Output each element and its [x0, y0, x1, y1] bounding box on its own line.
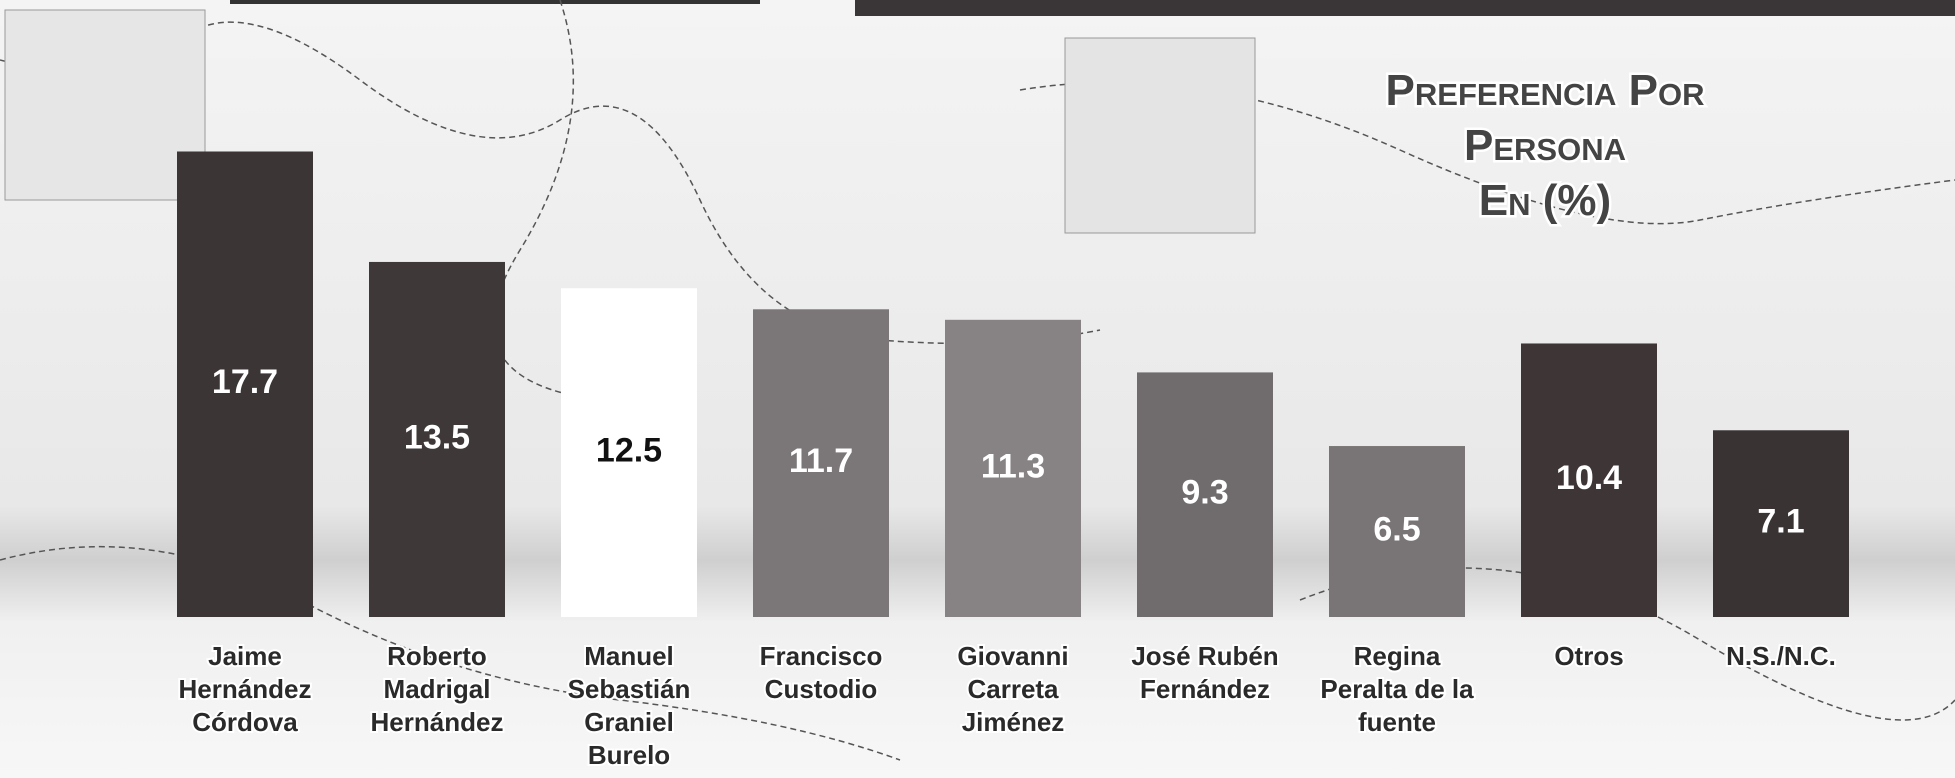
value-label: 12.5 — [596, 432, 662, 470]
chart-title: Preferencia Por — [1386, 66, 1705, 115]
bar — [177, 151, 313, 618]
value-label: 7.1 — [1757, 503, 1804, 541]
value-label: 11.3 — [981, 447, 1045, 485]
x-tick-label: Fernández — [1140, 674, 1270, 704]
bar — [753, 309, 889, 617]
bar — [369, 261, 505, 617]
bar — [945, 319, 1081, 617]
x-tick-label: Sebastián — [568, 674, 691, 704]
x-tick-label: Burelo — [588, 740, 670, 770]
x-tick-label: Córdova — [192, 707, 298, 737]
bar — [561, 288, 697, 617]
x-tick-label: Hernández — [179, 674, 312, 704]
x-tick-label: Custodio — [765, 674, 878, 704]
chart-title: Persona — [1464, 121, 1626, 170]
bar — [1521, 343, 1657, 617]
bar — [1137, 372, 1273, 617]
x-tick-label: fuente — [1358, 707, 1436, 737]
x-tick-label: Giovanni — [957, 641, 1068, 671]
x-tick-label: Graniel — [584, 707, 674, 737]
x-tick-label: Carreta — [967, 674, 1059, 704]
x-tick-label: Jiménez — [962, 707, 1065, 737]
x-tick-label: Francisco — [760, 641, 883, 671]
x-tick-label: Roberto — [387, 641, 487, 671]
bar — [1329, 446, 1465, 617]
x-tick-label: Jaime — [208, 641, 282, 671]
value-label: 6.5 — [1373, 511, 1420, 549]
value-label: 17.7 — [212, 363, 278, 401]
x-tick-label: José Rubén — [1131, 641, 1278, 671]
value-label: 13.5 — [404, 418, 470, 456]
x-tick-label: Manuel — [584, 641, 674, 671]
x-tick-label: Otros — [1554, 641, 1623, 671]
map-inset — [1064, 37, 1256, 234]
chart-title: En (%) — [1479, 176, 1611, 225]
value-label: 10.4 — [1556, 459, 1622, 497]
top-bar — [230, 0, 760, 4]
value-label: 9.3 — [1181, 474, 1228, 512]
value-label: 11.7 — [789, 442, 853, 480]
x-tick-label: N.S./N.C. — [1726, 641, 1836, 671]
x-tick-label: Madrigal — [384, 674, 491, 704]
x-tick-label: Regina — [1354, 641, 1441, 671]
x-tick-label: Hernández — [371, 707, 504, 737]
map-inset — [4, 9, 206, 201]
top-banner — [855, 0, 1955, 16]
bar — [1713, 430, 1849, 617]
x-tick-label: Peralta de la — [1320, 674, 1474, 704]
